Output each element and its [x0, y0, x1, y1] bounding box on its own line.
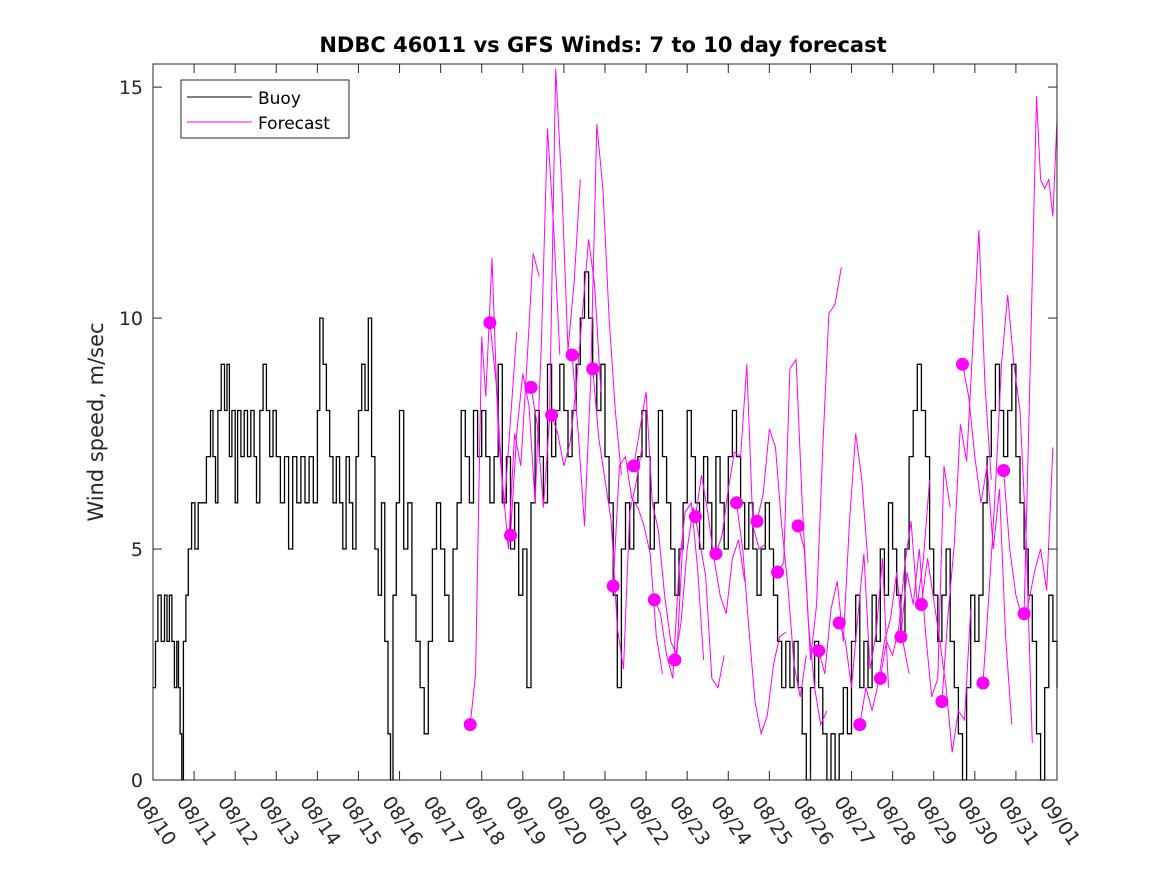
forecast-marker-24: [935, 695, 949, 708]
legend-box: [180, 79, 350, 139]
forecast-marker-16: [771, 565, 785, 579]
forecast-marker-13: [709, 547, 723, 561]
legend: Buoy Forecast: [180, 79, 350, 139]
forecast-line-5: [551, 239, 602, 467]
forecast-marker-17: [791, 519, 805, 533]
forecast-line-28: [1023, 96, 1058, 614]
forecast-marker-8: [606, 579, 620, 593]
forecast-marker-23: [914, 598, 928, 611]
forecast-line-24: [941, 230, 992, 702]
forecast-marker-1: [463, 718, 477, 732]
forecast-line-3: [510, 128, 561, 536]
forecast-line-1: [469, 257, 518, 725]
forecast-marker-12: [688, 510, 702, 524]
legend-buoy-label: Buoy: [258, 89, 301, 109]
y-tick-label: 5: [131, 539, 143, 561]
forecast-marker-21: [873, 671, 887, 685]
forecast-marker-20: [853, 718, 867, 732]
forecast-marker-28: [1017, 607, 1031, 621]
forecast-marker-19: [832, 616, 846, 630]
forecast-marker-14: [730, 496, 743, 510]
forecast-marker-27: [997, 464, 1011, 477]
forecast-marker-2: [483, 316, 497, 330]
forecast-line-15: [756, 428, 807, 697]
y-axis-label: Wind speed, m/sec: [84, 322, 108, 521]
forecast-line-26: [982, 294, 1033, 744]
forecast-line-19: [838, 553, 889, 688]
forecast-line-8: [612, 455, 663, 674]
forecast-line-7: [592, 368, 643, 670]
legend-forecast-label: Forecast: [258, 114, 330, 134]
forecast-line-17: [797, 267, 842, 660]
forecast-marker-3: [504, 528, 517, 542]
forecast-marker-25: [956, 357, 969, 371]
forecast-marker-7: [586, 362, 600, 376]
forecast-line-11: [674, 507, 725, 689]
forecast-line-14: [736, 502, 787, 736]
forecast-line-20: [859, 572, 910, 725]
chart-title: NDBC 46011 vs GFS Winds: 7 to 10 day for…: [319, 33, 886, 57]
forecast-line-27: [1003, 447, 1054, 620]
forecast-marker-18: [812, 644, 826, 658]
forecast-marker-10: [647, 593, 661, 607]
forecast-marker-22: [894, 630, 908, 644]
y-tick-label: 0: [131, 770, 143, 792]
forecast-marker-9: [627, 459, 641, 473]
forecast-marker-15: [750, 514, 764, 528]
forecast-line-6: [571, 124, 622, 526]
forecast-line-4: [530, 68, 581, 508]
forecast-marker-4: [524, 380, 538, 394]
forecast-line-22: [900, 465, 951, 698]
y-tick-label: 10: [119, 308, 143, 330]
buoy-line: [153, 271, 1058, 781]
forecast-marker-11: [668, 653, 682, 667]
forecast-line-23: [920, 558, 972, 753]
forecast-line-12: [694, 475, 746, 614]
forecast-line-25: [962, 364, 1013, 725]
forecast-marker-26: [976, 676, 990, 690]
forecast-line-10: [653, 501, 705, 679]
forecast-marker-5: [545, 408, 559, 422]
forecast-line-16: [777, 358, 828, 727]
forecast-line-13: [715, 364, 766, 554]
y-tick-label: 15: [119, 77, 143, 99]
series-layer: [153, 68, 1058, 781]
forecast-marker-6: [565, 348, 579, 362]
forecast-line-18: [818, 433, 869, 674]
forecast-line-2: [489, 253, 540, 550]
